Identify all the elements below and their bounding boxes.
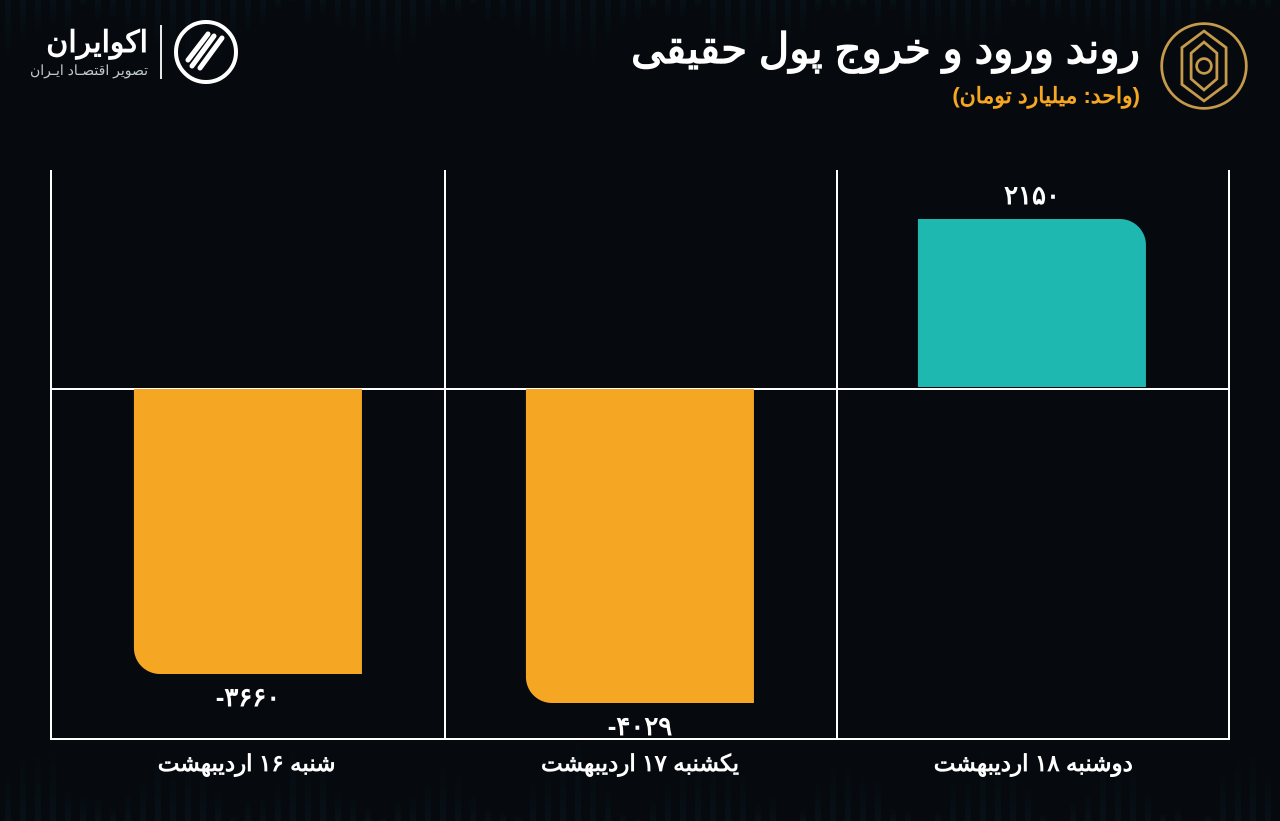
bar-value-label: -۳۶۶۰ [216,682,281,713]
brand-tagline: تصویر اقتصـاد ایـران [30,62,148,79]
chart-bar [526,389,754,704]
brand-logo-icon [174,20,238,84]
brand-block: اکوایران تصویر اقتصـاد ایـران [30,20,238,84]
xaxis-label: یکشنبه ۱۷ اردیبهشت [443,750,836,777]
xaxis: دوشنبه ۱۸ اردیبهشتیکشنبه ۱۷ اردیبهشتشنبه… [50,750,1230,777]
xaxis-label: شنبه ۱۶ اردیبهشت [50,750,443,777]
brand-divider [160,25,162,79]
chart-plot: ۲۱۵۰ -۴۰۲۹ -۳۶۶۰ [50,170,1230,740]
chart-column: -۳۶۶۰ [52,170,444,738]
chart-subtitle: (واحد: میلیارد تومان) [631,83,1140,109]
chart-area: ۲۱۵۰ -۴۰۲۹ -۳۶۶۰ [50,170,1230,740]
chart-column: -۴۰۲۹ [444,170,836,738]
chart-title: روند ورود و خروج پول حقیقی [631,24,1140,73]
chart-bar [134,389,362,675]
chart-bar [918,219,1146,387]
brand-name: اکوایران [30,25,148,60]
bar-value-label: -۴۰۲۹ [608,711,673,742]
bar-value-label: ۲۱۵۰ [1004,180,1060,211]
xaxis-label: دوشنبه ۱۸ اردیبهشت [837,750,1230,777]
chart-column: ۲۱۵۰ [836,170,1228,738]
emblem-icon [1158,20,1250,112]
